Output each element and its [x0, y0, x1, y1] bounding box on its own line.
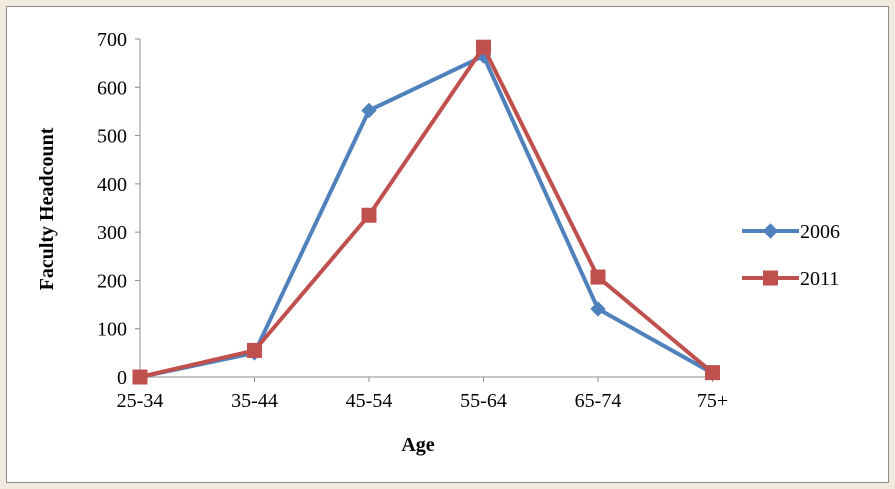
- legend-label: 2011: [800, 268, 839, 290]
- y-tick-label: 200: [97, 270, 127, 292]
- data-point-2006: [590, 301, 606, 317]
- legend-marker: [763, 270, 778, 286]
- data-point-2006: [361, 102, 377, 119]
- y-tick-label: 600: [97, 77, 127, 99]
- data-point-2011: [590, 269, 606, 285]
- legend-item-2011: 2011: [742, 268, 839, 290]
- data-point-2011: [476, 39, 491, 55]
- x-tick-label: 35-44: [231, 390, 278, 412]
- legend-item-2006: 2006: [742, 221, 840, 243]
- x-axis-title: Age: [401, 434, 434, 456]
- series-line-2011: [139, 45, 714, 379]
- y-tick-label: 700: [97, 29, 127, 51]
- data-point-2011: [132, 369, 148, 385]
- series-2011: [132, 39, 720, 385]
- y-tick-label: 500: [97, 126, 127, 148]
- line-chart: 0 100 200 300 400 500 600 700 25-34 35-44 45-54 55…: [36, 29, 840, 456]
- series-2006: [132, 48, 721, 385]
- y-tick-label: 400: [97, 174, 127, 196]
- chart-frame: 0 100 200 300 400 500 600 700 25-34 35-44 45-54 55…: [6, 6, 889, 483]
- legend-label: 2006: [800, 221, 840, 243]
- data-point-2011: [247, 342, 262, 358]
- x-tick-label: 55-64: [460, 390, 507, 412]
- y-tick-label: 0: [117, 367, 127, 389]
- x-tick-label: 75+: [697, 390, 728, 412]
- legend-marker: [762, 223, 779, 239]
- x-tick-label: 65-74: [575, 390, 622, 412]
- series-line-2006: [139, 53, 714, 379]
- x-tick-label: 45-54: [346, 390, 393, 412]
- y-tick-label: 100: [97, 319, 127, 341]
- data-point-2011: [361, 207, 377, 223]
- data-point-2011: [705, 365, 720, 381]
- legend: 2006 2011: [742, 221, 840, 290]
- x-tick-label: 25-34: [117, 390, 164, 412]
- y-axis-title: Faculty Headcount: [36, 127, 58, 290]
- y-tick-label: 300: [97, 222, 127, 244]
